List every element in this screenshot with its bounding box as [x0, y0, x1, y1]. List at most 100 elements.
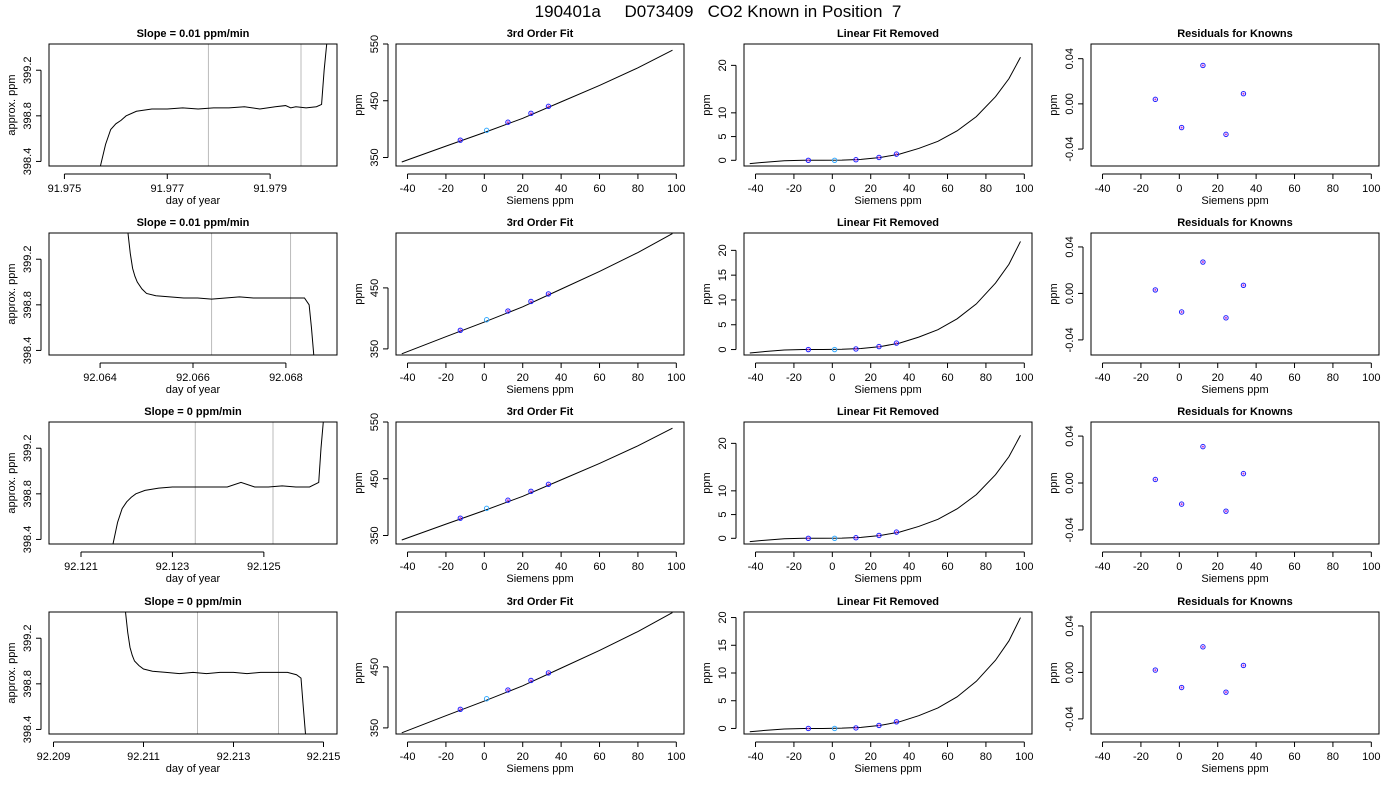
x-tick-label: 20: [865, 372, 877, 384]
data-point: [1152, 287, 1159, 293]
data-point-center: [547, 483, 550, 486]
panel-title: 3rd Order Fit: [507, 217, 574, 229]
y-tick-label: 15: [717, 639, 729, 651]
x-tick-label: -20: [786, 561, 802, 573]
x-tick-label: 92.213: [217, 751, 251, 763]
data-point: [893, 151, 900, 157]
data-point: [528, 110, 534, 117]
series-line: [749, 435, 1021, 543]
panel-3-1: Slope = 0 ppm/min 92.121 92.123 92.125 398.4…: [6, 406, 338, 585]
y-tick-label: 5: [717, 512, 729, 518]
data-point-center: [459, 517, 462, 520]
y-tick-label: 10: [717, 294, 729, 306]
x-tick-label: -20: [438, 183, 454, 195]
data-point-center: [529, 112, 532, 115]
series-line: [401, 233, 673, 355]
x-tick-label: 20: [517, 561, 529, 573]
series-line: [401, 612, 673, 734]
y-tick-label: 398.4: [22, 337, 34, 365]
data-point-center: [807, 727, 810, 730]
y-tick-label: -0.04: [1064, 327, 1076, 352]
data-point-center: [807, 159, 810, 162]
x-tick-label: 0: [481, 561, 487, 573]
y-axis-label: approx. ppm: [6, 74, 18, 135]
reference-point: [831, 157, 838, 164]
panel-title: Slope = 0 ppm/min: [144, 596, 242, 608]
y-tick-label: 0: [717, 346, 729, 352]
x-tick-label: 20: [865, 183, 877, 195]
data-point: [505, 119, 511, 125]
data-point-center: [807, 537, 810, 540]
data-point-center: [1180, 126, 1183, 129]
x-tick-label: 60: [593, 372, 605, 384]
x-tick-label: 92.064: [83, 372, 117, 384]
panel-3-4: Residuals for Knowns -40 -20 0 20 40 60 80 100 -0…: [1048, 406, 1380, 585]
panel-title: Residuals for Knowns: [1177, 596, 1293, 608]
series-line: [749, 241, 1021, 354]
x-tick-label: 0: [829, 561, 835, 573]
data-point-center: [877, 156, 880, 159]
x-tick-label: 80: [980, 183, 992, 195]
x-tick-label: -20: [786, 751, 802, 763]
data-point: [1200, 259, 1206, 265]
x-tick-label: 92.211: [127, 751, 160, 763]
x-tick-label: -40: [1095, 751, 1111, 763]
panel-1-2: 3rd Order Fit -40 -20 0 20 40 60 80 100 350 450 550…: [353, 28, 685, 207]
data-point-center: [1154, 669, 1157, 672]
y-axis-label: ppm: [353, 283, 365, 304]
y-tick-label: 398.4: [22, 716, 34, 744]
y-tick-label: 10: [717, 107, 729, 119]
x-tick-label: 80: [1327, 183, 1339, 195]
x-tick-label: -40: [400, 561, 416, 573]
x-tick-label: -40: [400, 183, 416, 195]
plot-frame: [743, 421, 1033, 545]
x-tick-label: 20: [517, 372, 529, 384]
data-point-center: [1180, 503, 1183, 506]
data-point-center: [1154, 288, 1157, 291]
data-point-center: [529, 300, 532, 303]
x-tick-label: -20: [438, 751, 454, 763]
x-tick-label: 100: [1362, 561, 1380, 573]
x-tick-label: 0: [481, 751, 487, 763]
y-tick-label: 450: [369, 658, 381, 676]
x-tick-label: 20: [865, 751, 877, 763]
x-tick-label: 40: [555, 372, 567, 384]
plot-frame: [48, 611, 338, 735]
data-point-center: [1180, 311, 1183, 314]
y-axis-label: ppm: [701, 94, 713, 115]
y-tick-label: 350: [369, 526, 381, 544]
panel-4-2: 3rd Order Fit -40 -20 0 20 40 60 80 100 350 450 Sie…: [353, 596, 685, 775]
x-tick-label: -40: [400, 372, 416, 384]
panel-title: Residuals for Knowns: [1177, 406, 1293, 418]
y-tick-label: 5: [717, 698, 729, 704]
panel-1-4: Residuals for Knowns -40 -20 0 20 40 60 80 100 -0…: [1048, 28, 1380, 207]
panel-title: Linear Fit Removed: [837, 28, 939, 40]
x-tick-label: 40: [903, 372, 915, 384]
plot-frame: [395, 43, 685, 167]
y-tick-label: 10: [717, 667, 729, 679]
x-tick-label: 100: [1015, 372, 1033, 384]
data-point-center: [1224, 691, 1227, 694]
data-point: [1200, 443, 1206, 450]
y-tick-label: 5: [717, 322, 729, 328]
data-point-center: [1201, 64, 1204, 67]
y-axis-label: ppm: [1048, 472, 1060, 493]
panel-title: Residuals for Knowns: [1177, 217, 1293, 229]
x-tick-label: 20: [517, 183, 529, 195]
y-axis-label: ppm: [1048, 662, 1060, 683]
x-tick-label: -40: [1095, 372, 1111, 384]
data-point-center: [547, 105, 550, 108]
series-line: [125, 612, 306, 734]
x-tick-label: 40: [1250, 561, 1262, 573]
panel-title: Linear Fit Removed: [837, 596, 939, 608]
data-point-center: [895, 342, 898, 345]
data-point-center: [895, 153, 898, 156]
data-point: [876, 343, 882, 350]
x-tick-label: 20: [1212, 561, 1224, 573]
x-tick-label: -40: [400, 751, 416, 763]
x-tick-label: 100: [667, 372, 685, 384]
reference-point: [483, 127, 490, 134]
data-point: [853, 535, 859, 541]
panel-2-1: Slope = 0.01 ppm/min 92.064 92.066 92.068 39…: [6, 217, 338, 396]
data-point: [876, 532, 882, 539]
